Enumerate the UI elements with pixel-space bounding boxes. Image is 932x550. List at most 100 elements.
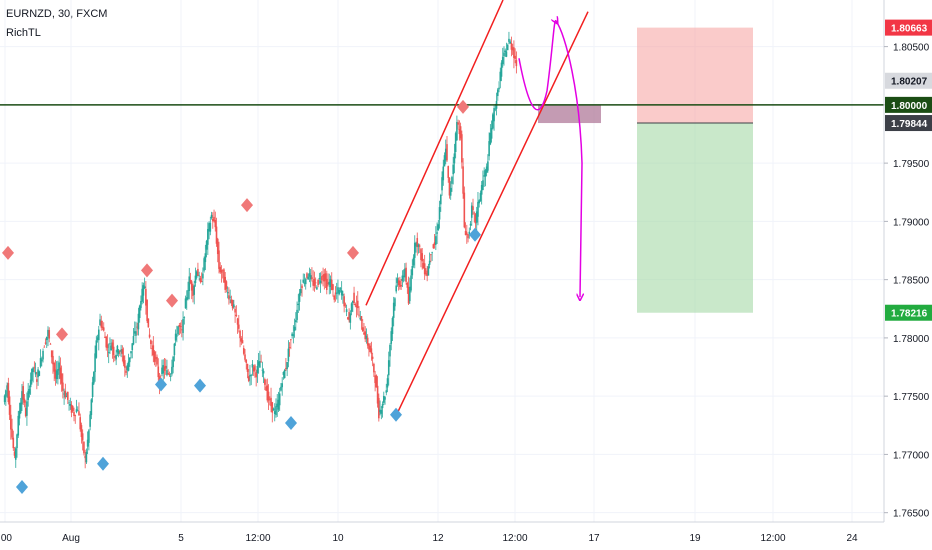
candle-body — [459, 126, 462, 139]
candle-body — [96, 337, 99, 341]
candle-body — [283, 369, 286, 379]
channel-lower-line[interactable] — [395, 11, 589, 417]
x-tick-label: 12 — [432, 533, 444, 544]
candle-body — [333, 295, 336, 300]
candle-body — [221, 269, 224, 271]
candle-body — [250, 374, 253, 376]
price-tag-label: 1.80207 — [891, 77, 928, 88]
candle-body — [220, 270, 223, 273]
candle-body — [288, 347, 291, 348]
candle-body — [141, 288, 143, 302]
candle-body — [413, 242, 416, 258]
candle-body — [99, 319, 101, 326]
candle-body — [370, 348, 373, 354]
y-tick-label: 1.79500 — [893, 159, 930, 170]
projection-up-path[interactable] — [518, 21, 556, 111]
candle-body — [11, 428, 13, 438]
x-tick-label: 12:00 — [502, 533, 527, 544]
candle-body — [162, 365, 165, 374]
candle-body — [278, 393, 281, 406]
candle-body — [213, 216, 215, 222]
candle-body — [423, 263, 426, 275]
candle-body — [464, 231, 467, 236]
candle-body — [478, 200, 481, 204]
candle-body — [349, 313, 352, 323]
candle-body — [19, 402, 22, 414]
resistance-zone — [538, 104, 601, 124]
candle-body — [235, 314, 238, 316]
candle-body — [416, 238, 419, 248]
candle-body — [493, 108, 495, 122]
candle-body — [282, 371, 285, 375]
y-tick-label: 1.79000 — [893, 217, 930, 228]
candle-body — [50, 350, 53, 358]
candle-body — [352, 301, 354, 303]
candle-body — [236, 318, 239, 325]
candle-body — [492, 114, 494, 129]
channel-upper-line[interactable] — [365, 0, 504, 306]
candle-body — [131, 343, 134, 351]
projection-down-path[interactable] — [555, 20, 582, 297]
candle-body — [28, 388, 31, 394]
candle-body — [136, 326, 139, 328]
candle-body — [400, 284, 402, 287]
candle-body — [473, 212, 476, 214]
candle-body — [231, 299, 234, 309]
candle-body — [42, 350, 44, 360]
candle-body — [205, 240, 208, 250]
candle-body — [190, 281, 193, 291]
candle-body — [418, 245, 421, 247]
x-tick-label: :00 — [0, 533, 12, 544]
y-tick-label: 1.78000 — [893, 334, 930, 345]
price-tag-bg — [885, 96, 932, 113]
candle-body — [451, 177, 453, 184]
candle-body — [410, 275, 412, 291]
candle-body — [267, 391, 270, 401]
candle-body — [161, 367, 163, 375]
candle-body — [62, 382, 64, 391]
candle-body — [128, 357, 131, 363]
candle-body — [330, 279, 333, 291]
price-tag-bg — [885, 115, 932, 132]
candle-body — [31, 368, 33, 381]
candle-body — [55, 370, 58, 380]
candle-body — [319, 280, 322, 284]
candle-body — [484, 170, 487, 177]
candle-body — [171, 366, 173, 375]
y-tick-label: 1.77000 — [893, 450, 930, 461]
candle-body — [449, 187, 452, 196]
swing-high-marker — [457, 99, 469, 114]
candle-body — [515, 60, 518, 67]
candle-body — [163, 366, 166, 371]
candle-body — [405, 267, 407, 282]
candle-body — [13, 451, 16, 456]
price-tag-bg — [885, 19, 932, 36]
candle-body — [203, 258, 205, 271]
candle-body — [67, 391, 69, 400]
candle-body — [122, 355, 125, 364]
candle-body — [211, 218, 214, 222]
candle-body — [302, 279, 305, 283]
candle-body — [443, 155, 446, 167]
candle-body — [397, 280, 400, 286]
candle-body — [508, 38, 510, 42]
candle-body — [452, 164, 454, 175]
candle-body — [337, 287, 339, 293]
candle-body — [511, 47, 514, 51]
price-tag-label: 1.80663 — [891, 24, 928, 35]
candle-body — [140, 300, 142, 308]
candle-body — [496, 89, 499, 97]
candle-body — [466, 232, 468, 235]
price-tag: 1.79844 — [885, 115, 932, 132]
candle-body — [254, 365, 256, 370]
candle-body — [138, 305, 141, 318]
candle-body — [281, 383, 283, 388]
candle-body — [5, 390, 7, 397]
candle-body — [218, 250, 220, 269]
candle-body — [316, 287, 318, 290]
candle-body — [509, 41, 511, 44]
candle-body — [26, 401, 28, 416]
candle-body — [63, 393, 65, 395]
candle-body — [296, 309, 298, 320]
